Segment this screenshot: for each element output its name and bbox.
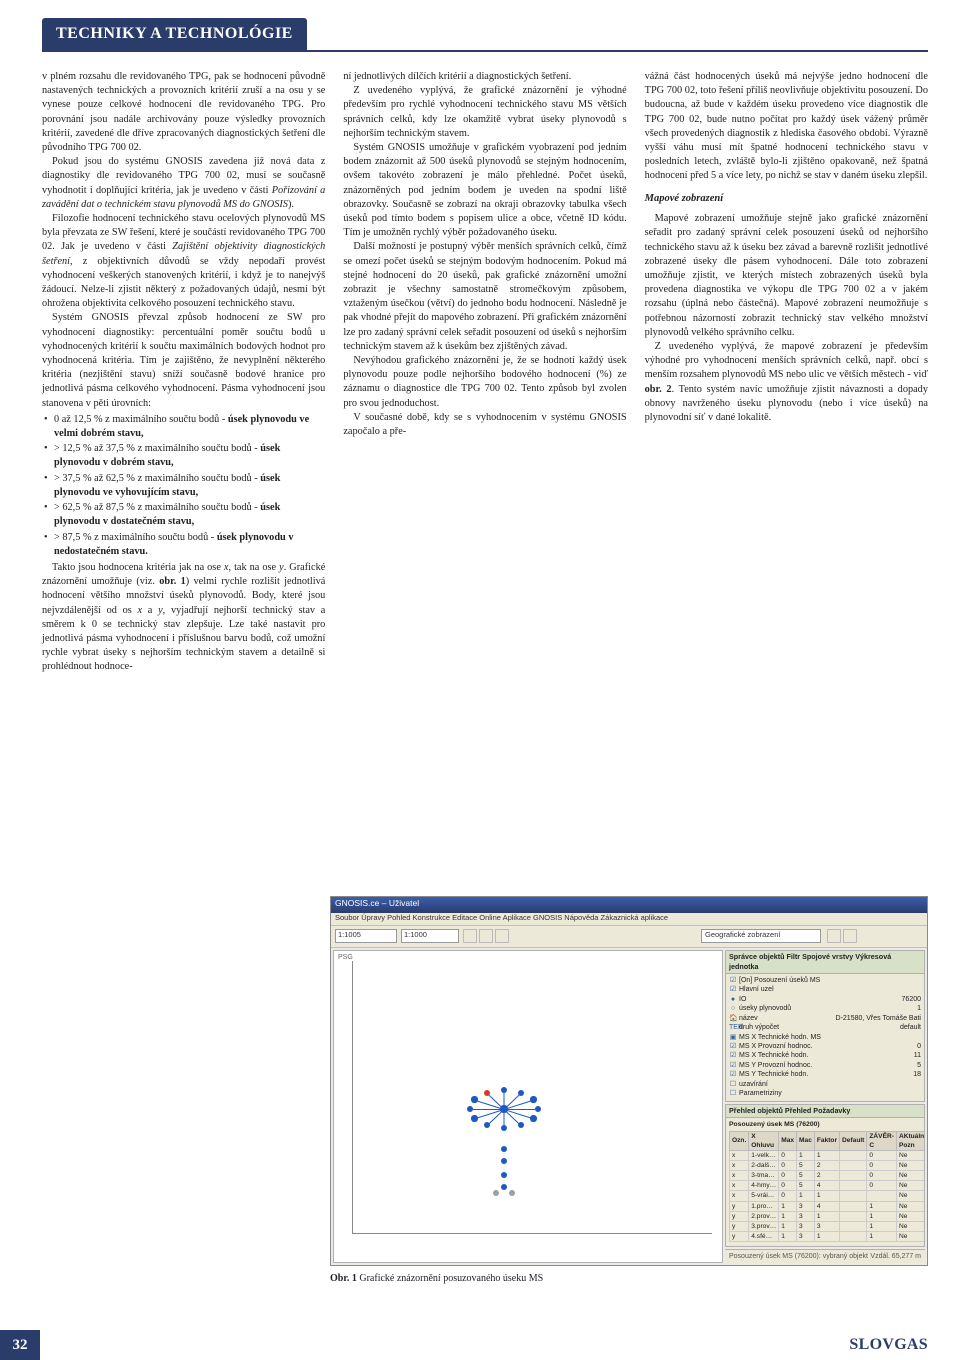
nav-icon[interactable] bbox=[843, 929, 857, 943]
table-row[interactable]: x5-vrái…011Ne bbox=[730, 1191, 926, 1201]
table-row[interactable]: x3-tma…0520Ne bbox=[730, 1171, 926, 1181]
chart-point[interactable] bbox=[530, 1115, 536, 1121]
zoom-combo-2[interactable]: 1:1000 bbox=[401, 929, 459, 943]
c2-p3: Systém GNOSIS umožňuje v grafickém vyobr… bbox=[343, 141, 626, 240]
canvas-corner-label: PSG bbox=[338, 953, 353, 963]
right-panels: Správce objektů Filtr Spojové vrstvy Výk… bbox=[725, 950, 925, 1263]
layer-row[interactable]: TERdruh výpočetdefault bbox=[729, 1023, 921, 1032]
figure-1: GNOSIS.ce – Uživatel Soubor Úpravy Pohle… bbox=[330, 896, 928, 1290]
c1-bullets: 0 až 12,5 % z maximálního součtu bodů - … bbox=[42, 413, 325, 559]
header-underline bbox=[42, 50, 928, 52]
table-row[interactable]: x1-velk…0110Ne bbox=[730, 1151, 926, 1161]
section-title: TECHNIKY A TECHNOLÓGIE bbox=[56, 23, 293, 45]
layer-row[interactable]: ▣MS X Technické hodn. MS bbox=[729, 1033, 921, 1042]
zoom-combo-1[interactable]: 1:1005 bbox=[335, 929, 397, 943]
chart-canvas[interactable]: PSG bbox=[333, 950, 723, 1263]
layer-row[interactable]: ☑[On] Posouzení úseků MS bbox=[729, 976, 921, 985]
table-row[interactable]: x4-hmy…0540Ne bbox=[730, 1181, 926, 1191]
chart-edge bbox=[470, 1109, 504, 1110]
y-axis bbox=[352, 961, 353, 1234]
chart-point[interactable] bbox=[530, 1096, 536, 1102]
chart-point[interactable] bbox=[518, 1122, 524, 1128]
chart-point[interactable] bbox=[509, 1190, 515, 1196]
chart-point[interactable] bbox=[501, 1125, 507, 1131]
page-number: 32 bbox=[0, 1330, 40, 1360]
c2-p4: Další možností je postupný výběr menších… bbox=[343, 240, 626, 354]
layer-row[interactable]: ☐Parametriziny bbox=[729, 1089, 921, 1098]
column-1: v plném rozsahu dle revidovaného TPG, pa… bbox=[42, 70, 325, 675]
window-titlebar: GNOSIS.ce – Uživatel bbox=[331, 897, 927, 913]
chart-point[interactable] bbox=[501, 1158, 507, 1164]
c2-p5: Nevýhodou grafického znázornění je, že s… bbox=[343, 354, 626, 411]
c1-p1: v plném rozsahu dle revidovaného TPG, pa… bbox=[42, 70, 325, 155]
chart-point[interactable] bbox=[467, 1106, 473, 1112]
c1-b1: 0 až 12,5 % z maximálního součtu bodů - … bbox=[42, 413, 325, 441]
c1-p5: Takto jsou hodnocena kritéria jak na ose… bbox=[42, 561, 325, 675]
c1-p2: Pokud jsou do systému GNOSIS zavedena ji… bbox=[42, 155, 325, 212]
panel-header: Správce objektů Filtr Spojové vrstvy Výk… bbox=[726, 951, 924, 974]
chart-point[interactable] bbox=[535, 1106, 541, 1112]
c1-b3: > 37,5 % až 62,5 % z maximálního součtu … bbox=[42, 472, 325, 500]
c1-b5: > 87,5 % z maximálního součtu bodů - úse… bbox=[42, 531, 325, 559]
c2-p2: Z uvedeného vyplývá, že grafické znázorn… bbox=[343, 84, 626, 141]
data-table: Ozn.X OhluvuMaxMacFaktorDefaultZÁVĚR-CAK… bbox=[729, 1131, 925, 1242]
tool-icon[interactable] bbox=[463, 929, 477, 943]
column-3: vážná část hodnocených úseků má nejvýše … bbox=[645, 70, 928, 675]
panel-subheader: Posouzený úsek MS (76200) bbox=[729, 1120, 921, 1129]
layer-row[interactable]: ☑MS Y Technické hodn.18 bbox=[729, 1070, 921, 1079]
status-right: Vzdál. 65,277 m bbox=[870, 1252, 921, 1262]
layer-row[interactable]: ●IO76200 bbox=[729, 995, 921, 1004]
c3-p3: Z uvedeného vyplývá, že mapové zobrazení… bbox=[645, 340, 928, 425]
chart-point[interactable] bbox=[471, 1096, 477, 1102]
layer-row[interactable]: ☐uzavírání bbox=[729, 1080, 921, 1089]
chart-point[interactable] bbox=[518, 1090, 524, 1096]
journal-brand: SLOVGAS bbox=[849, 1334, 928, 1356]
panel-header: Přehled objektů Přehled Požadavky bbox=[726, 1105, 924, 1118]
chart-point[interactable] bbox=[471, 1115, 477, 1121]
panel-layers[interactable]: Správce objektů Filtr Spojové vrstvy Výk… bbox=[725, 950, 925, 1102]
tool-icon[interactable] bbox=[479, 929, 493, 943]
figure-caption: Obr. 1 Grafické znázornění posuzovaného … bbox=[330, 1272, 928, 1286]
c1-b4: > 62,5 % až 87,5 % z maximálního součtu … bbox=[42, 501, 325, 529]
nav-icon[interactable] bbox=[827, 929, 841, 943]
column-2: ní jednotlivých dílčích kritérií a diagn… bbox=[343, 70, 626, 675]
layer-row[interactable]: ○úseky plynovodů1 bbox=[729, 1004, 921, 1013]
chart-point[interactable] bbox=[484, 1090, 490, 1096]
c1-b2: > 12,5 % až 37,5 % z maximálního součtu … bbox=[42, 442, 325, 470]
x-axis bbox=[352, 1233, 712, 1234]
c3-subheading: Mapové zobrazení bbox=[645, 192, 928, 206]
layer-row[interactable]: ☑MS X Provozní hodnoc.0 bbox=[729, 1042, 921, 1051]
table-row[interactable]: x2-dalš…0520Ne bbox=[730, 1161, 926, 1171]
section-header: TECHNIKY A TECHNOLÓGIE bbox=[42, 18, 307, 50]
layer-row[interactable]: ☑MS X Technické hodn.11 bbox=[729, 1051, 921, 1060]
c2-p6: V současné době, kdy se s vyhodnocením v… bbox=[343, 411, 626, 439]
table-row[interactable]: y1.pro…1341Ne bbox=[730, 1201, 926, 1211]
c2-p1: ní jednotlivých dílčích kritérií a diagn… bbox=[343, 70, 626, 84]
screenshot: GNOSIS.ce – Uživatel Soubor Úpravy Pohle… bbox=[330, 896, 928, 1266]
layer-row[interactable]: ☑MS Y Provozní hodnoc.5 bbox=[729, 1061, 921, 1070]
chart-point[interactable] bbox=[484, 1122, 490, 1128]
layer-row[interactable]: ☑Hlavní uzel bbox=[729, 985, 921, 994]
c3-p2: Mapové zobrazení umožňuje stejně jako gr… bbox=[645, 212, 928, 340]
c1-p4: Systém GNOSIS převzal způsob hodnocení z… bbox=[42, 311, 325, 410]
chart-point[interactable] bbox=[501, 1087, 507, 1093]
chart-point[interactable] bbox=[493, 1190, 499, 1196]
panel-table[interactable]: Přehled objektů Přehled Požadavky Posouz… bbox=[725, 1104, 925, 1247]
table-row[interactable]: y3.prov…1331Ne bbox=[730, 1221, 926, 1231]
window-toolbar[interactable]: 1:1005 1:1000 Geografické zobrazení bbox=[331, 926, 927, 948]
status-bar: Posouzený úsek MS (76200): vybraný objek… bbox=[725, 1249, 925, 1263]
layer-row[interactable]: 🏠názevD-21580, Vřes Tomáše Bati bbox=[729, 1014, 921, 1023]
tool-icon[interactable] bbox=[495, 929, 509, 943]
chart-point[interactable] bbox=[501, 1146, 507, 1152]
status-left: Posouzený úsek MS (76200): vybraný objek… bbox=[729, 1252, 868, 1262]
chart-point[interactable] bbox=[501, 1184, 507, 1190]
window-menubar[interactable]: Soubor Úpravy Pohled Konstrukce Editace … bbox=[331, 913, 927, 926]
chart-point[interactable] bbox=[501, 1172, 507, 1178]
table-row[interactable]: y4.sfé…1311Ne bbox=[730, 1231, 926, 1241]
chart-point[interactable] bbox=[500, 1105, 507, 1112]
c1-p3: Filozofie hodnocení technického stavu oc… bbox=[42, 212, 325, 311]
view-mode-combo[interactable]: Geografické zobrazení bbox=[701, 929, 821, 943]
table-row[interactable]: y2.prov…1311Ne bbox=[730, 1211, 926, 1221]
c3-p1: vážná část hodnocených úseků má nejvýše … bbox=[645, 70, 928, 184]
